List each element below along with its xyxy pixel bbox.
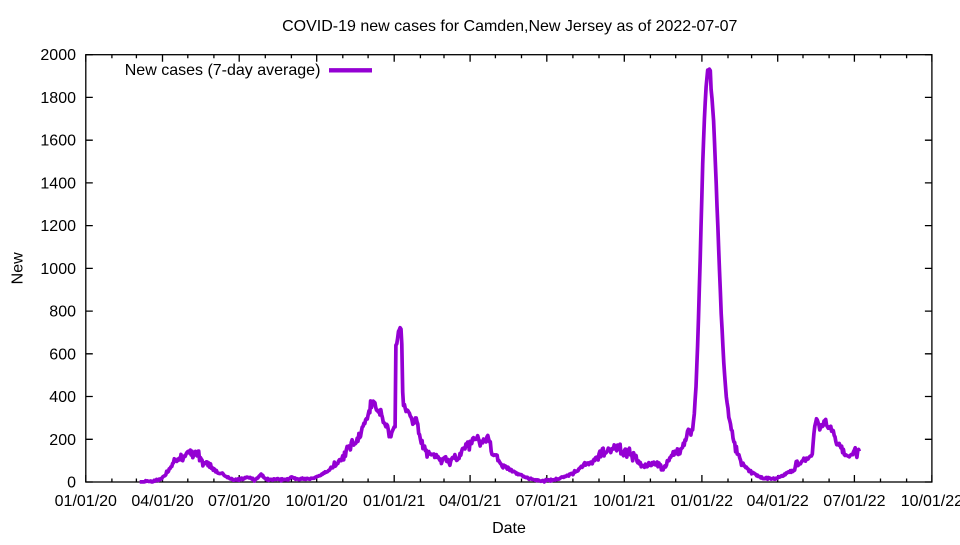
svg-text:01/01/21: 01/01/21 <box>363 493 425 510</box>
svg-text:600: 600 <box>49 346 76 363</box>
svg-text:1600: 1600 <box>40 133 76 150</box>
svg-text:01/01/20: 01/01/20 <box>55 493 117 510</box>
svg-text:1800: 1800 <box>40 90 76 107</box>
svg-text:07/01/22: 07/01/22 <box>823 493 885 510</box>
svg-text:04/01/20: 04/01/20 <box>131 493 193 510</box>
svg-text:0: 0 <box>67 475 76 492</box>
svg-text:800: 800 <box>49 304 76 321</box>
svg-text:10/01/22: 10/01/22 <box>901 493 960 510</box>
svg-text:1400: 1400 <box>40 175 76 192</box>
svg-text:07/01/20: 07/01/20 <box>208 493 270 510</box>
svg-text:1000: 1000 <box>40 261 76 278</box>
svg-text:200: 200 <box>49 432 76 449</box>
svg-text:2000: 2000 <box>40 47 76 64</box>
svg-text:10/01/20: 10/01/20 <box>286 493 348 510</box>
svg-text:COVID-19 new cases for Camden,: COVID-19 new cases for Camden,New Jersey… <box>282 18 737 35</box>
svg-text:07/01/21: 07/01/21 <box>516 493 578 510</box>
svg-text:04/01/21: 04/01/21 <box>439 493 501 510</box>
svg-text:01/01/22: 01/01/22 <box>671 493 733 510</box>
svg-text:Date: Date <box>492 520 526 537</box>
svg-text:1200: 1200 <box>40 218 76 235</box>
svg-text:New: New <box>9 252 26 284</box>
svg-text:400: 400 <box>49 389 76 406</box>
svg-text:04/01/22: 04/01/22 <box>747 493 809 510</box>
svg-text:New cases (7-day average): New cases (7-day average) <box>125 62 321 79</box>
svg-text:10/01/21: 10/01/21 <box>593 493 655 510</box>
